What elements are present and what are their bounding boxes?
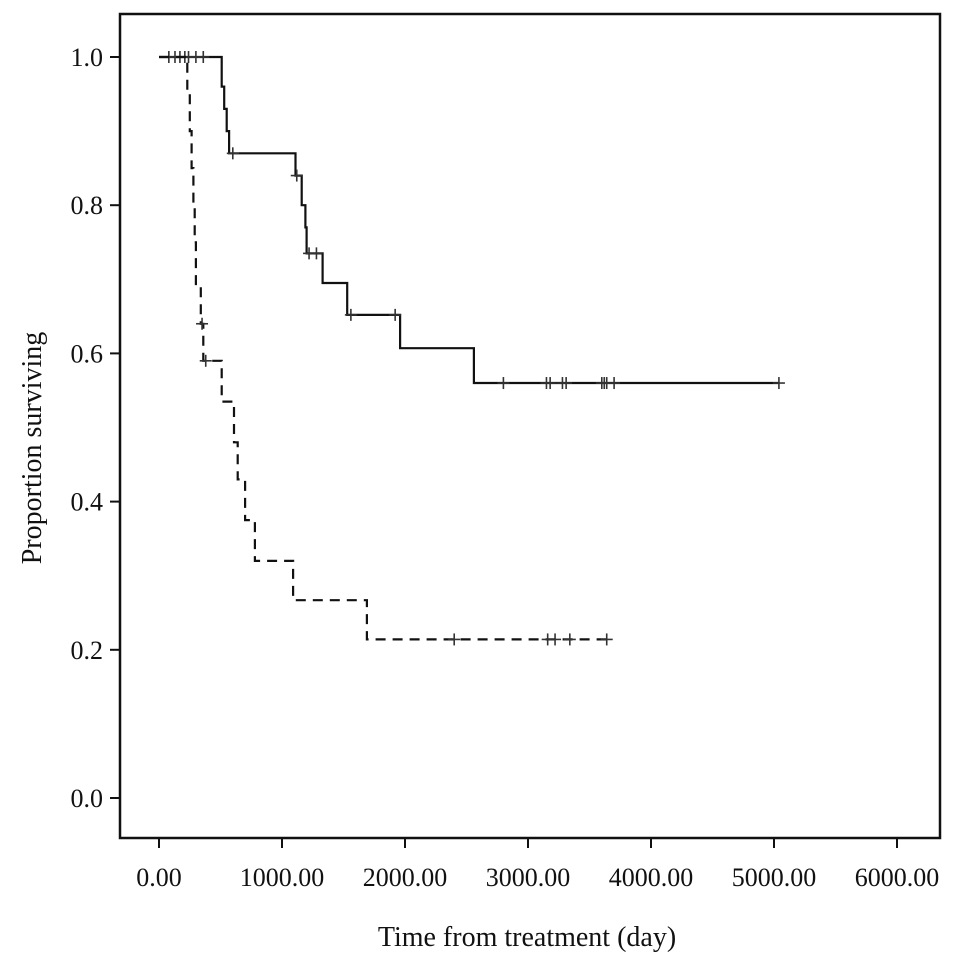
series-dashed [159,55,613,646]
y-tick-label: 0.2 [71,636,104,665]
censor-mark [563,633,576,646]
censor-mark [544,377,557,390]
censor-mark [608,377,621,390]
y-axis-title: Proportion surviving [17,332,48,565]
censor-mark [344,308,357,321]
censor-mark [600,633,613,646]
x-tick-label: 3000.00 [486,863,571,892]
censor-mark [497,377,510,390]
censor-mark [196,317,209,330]
x-tick-label: 2000.00 [363,863,448,892]
x-tick-label: 1000.00 [240,863,325,892]
censor-mark [290,169,303,182]
x-tick-label: 4000.00 [609,863,694,892]
y-tick-label: 0.8 [71,191,104,220]
y-axis: 0.0 0.2 0.4 0.6 0.8 1.0 [71,43,120,813]
y-tick-label: 0.0 [71,784,104,813]
censor-mark [560,377,573,390]
x-tick-label: 6000.00 [855,863,940,892]
y-tick-label: 1.0 [71,43,104,72]
survival-curve-dashed [159,55,607,641]
y-tick-label: 0.6 [71,339,104,368]
x-axis-title: Time from treatment (day) [378,922,676,953]
series-layer [159,51,785,646]
survival-curve-solid [159,55,779,385]
x-tick-label: 5000.00 [732,863,817,892]
x-axis: 0.00 1000.00 2000.00 3000.00 4000.00 5000.00 6… [136,838,939,892]
y-tick-label: 0.4 [71,488,104,517]
censor-mark [772,377,785,390]
x-tick-label: 0.00 [136,863,182,892]
censor-mark [310,247,323,260]
censor-mark [199,354,212,367]
censor-mark [226,147,239,160]
plot-frame [118,12,942,840]
censor-mark [448,633,461,646]
censor-mark [197,51,210,63]
series-solid [159,51,785,390]
censor-mark [549,633,562,646]
censor-mark [389,308,402,321]
